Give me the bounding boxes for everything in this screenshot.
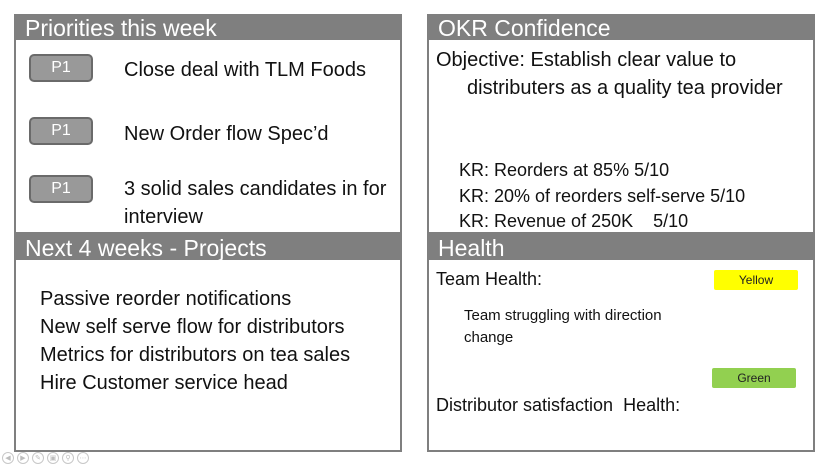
- projects-panel: Next 4 weeks - Projects Passive reorder …: [14, 234, 402, 452]
- priorities-title: Priorities this week: [16, 16, 400, 40]
- team-health-label: Team Health:: [436, 269, 543, 289]
- key-result: KR: Revenue of 250K 5/10: [459, 211, 689, 231]
- slideshow-controls: ◀ ▶ ✎ ▣ ⚲ ⋯: [2, 452, 89, 464]
- priority-badge: P1: [29, 54, 93, 82]
- priority-item-text: 3 solid sales candidates in for intervie…: [124, 178, 387, 228]
- zoom-icon[interactable]: ⚲: [62, 452, 74, 464]
- priorities-panel: Priorities this week P1 Close deal with …: [14, 14, 402, 234]
- okr-title: OKR Confidence: [429, 16, 813, 40]
- health-title: Health: [429, 236, 813, 260]
- pen-icon[interactable]: ✎: [32, 452, 44, 464]
- team-health-note: Team struggling with direction change: [464, 307, 662, 346]
- distributor-health-label: Distributor satisfaction Health:: [436, 395, 681, 415]
- next-icon[interactable]: ▶: [17, 452, 29, 464]
- okr-panel: OKR Confidence Objective: Establish clea…: [427, 14, 815, 234]
- key-result: KR: 20% of reorders self-serve 5/10: [459, 186, 746, 206]
- priority-item-text: Close deal with TLM Foods: [124, 59, 366, 81]
- projects-list: Passive reorder notifications New self s…: [40, 285, 380, 397]
- priority-badge: P1: [29, 117, 93, 145]
- list-item: Metrics for distributors on tea sales: [40, 344, 351, 366]
- priority-item-text: New Order flow Spec’d: [124, 123, 329, 145]
- slides-icon[interactable]: ▣: [47, 452, 59, 464]
- team-health-status-badge: Yellow: [714, 270, 798, 290]
- list-item: Hire Customer service head: [40, 372, 288, 394]
- health-panel: Health Team Health: Yellow Team struggli…: [427, 234, 815, 452]
- priority-badge: P1: [29, 175, 93, 203]
- more-icon[interactable]: ⋯: [77, 452, 89, 464]
- projects-title: Next 4 weeks - Projects: [16, 236, 400, 260]
- list-item: New self serve flow for distributors: [40, 316, 345, 338]
- list-item: Passive reorder notifications: [40, 288, 292, 310]
- distributor-health-status-badge: Green: [712, 368, 796, 388]
- okr-objective: Objective: Establish clear value to dist…: [436, 49, 783, 99]
- key-result: KR: Reorders at 85% 5/10: [459, 160, 670, 180]
- prev-icon[interactable]: ◀: [2, 452, 14, 464]
